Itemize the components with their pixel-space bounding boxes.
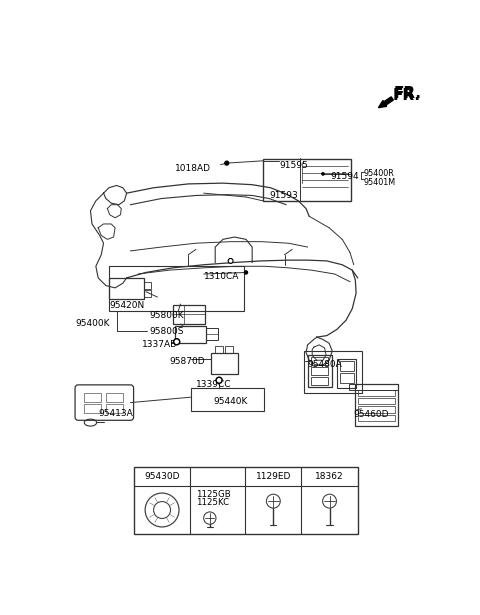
Text: 1339CC: 1339CC [196,380,231,389]
Bar [191,388,264,411]
Bar [358,398,395,404]
Text: 95400R: 95400R [364,169,395,178]
Bar [109,278,144,300]
Circle shape [225,161,228,165]
Bar [173,305,205,324]
Text: FR.: FR. [394,86,422,101]
Circle shape [174,339,180,345]
Circle shape [244,271,248,274]
Text: 1310CA: 1310CA [204,272,239,282]
Bar [358,407,395,413]
Bar [340,361,354,371]
Text: 95870D: 95870D [169,357,204,366]
Bar [349,384,398,391]
Circle shape [175,340,178,343]
Text: 91593: 91593 [269,191,298,200]
Bar [263,159,351,201]
Circle shape [322,173,324,175]
Bar [206,328,217,340]
Text: 95800K: 95800K [150,311,184,320]
Text: 1337AB: 1337AB [142,340,177,349]
Text: 1018AD: 1018AD [175,164,211,173]
Circle shape [216,377,222,383]
Bar [144,282,151,288]
Bar [304,351,361,394]
Text: FR.: FR. [392,88,420,103]
Text: 1125KC: 1125KC [196,498,229,507]
Bar [106,394,123,402]
Text: 95430D: 95430D [144,472,180,481]
Text: 95420N: 95420N [109,301,144,310]
Circle shape [228,258,233,263]
Bar [109,266,244,311]
Text: 95400K: 95400K [75,319,109,328]
Bar [106,404,123,413]
Bar [215,346,223,353]
Bar [358,415,395,421]
Text: 95800S: 95800S [150,327,184,336]
Text: 95401M: 95401M [364,178,396,187]
Bar [225,346,233,353]
Bar [358,389,395,395]
Bar [308,355,332,387]
Circle shape [229,260,232,262]
Bar [84,404,101,413]
Bar [312,367,328,375]
Bar [144,290,151,297]
Bar [211,352,238,374]
Text: 95460D: 95460D [354,410,389,419]
Text: 1125GB: 1125GB [196,490,231,499]
Bar [134,467,358,534]
Text: 18362: 18362 [315,472,344,481]
Bar [340,373,354,383]
Text: 91595: 91595 [279,161,308,170]
Text: 95480A: 95480A [308,360,342,369]
Bar [175,325,206,343]
Circle shape [217,379,221,382]
Text: 95440K: 95440K [214,397,248,406]
FancyArrow shape [378,97,394,108]
Bar [355,384,398,426]
Bar [84,394,101,402]
Bar [337,359,356,388]
Text: 91594: 91594 [331,172,360,181]
Text: 95413A: 95413A [98,409,133,418]
Bar [312,377,328,385]
Bar [312,357,328,365]
Text: 1129ED: 1129ED [256,472,291,481]
